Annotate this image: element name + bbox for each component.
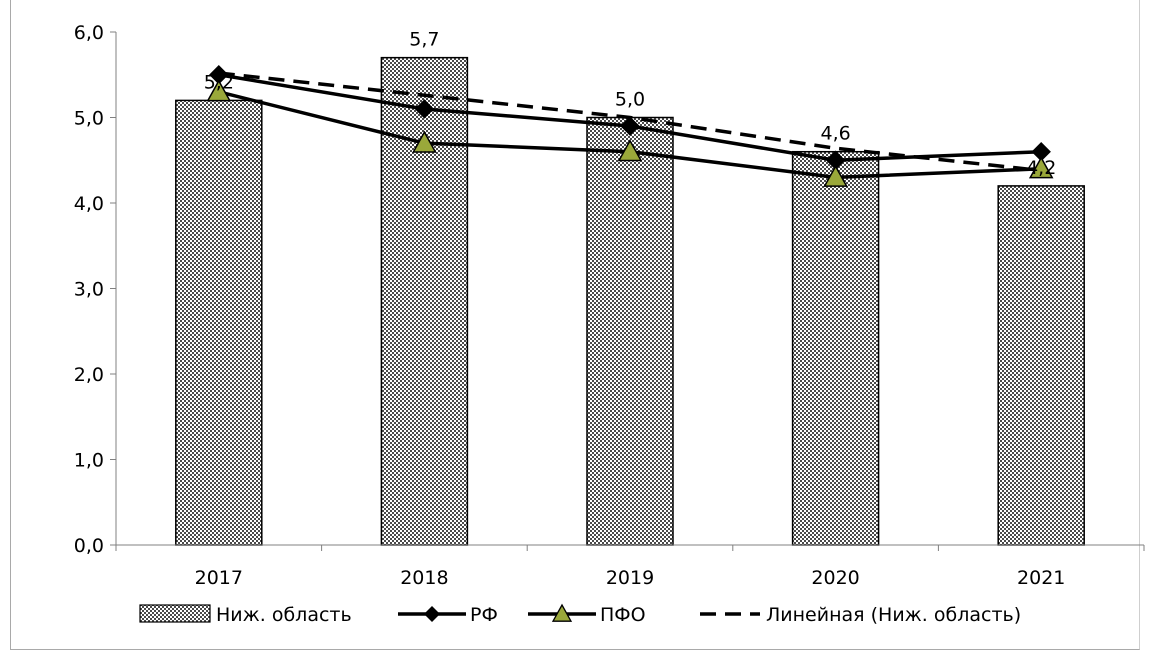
bar-data-label: 5,2 [204, 71, 234, 93]
bar-2017 [175, 99, 263, 546]
y-tick-label: 4,0 [74, 193, 104, 215]
pfo-point-2021 [1028, 156, 1054, 179]
bar-data-label: 4,6 [820, 123, 850, 145]
y-tick-label: 0,0 [74, 535, 104, 557]
bar-2021 [997, 185, 1085, 546]
legend-label-bar: Ниж. область [216, 604, 352, 626]
rf-point-2018 [414, 99, 435, 119]
legend-swatch-rf-marker [424, 606, 440, 622]
bar-data-label: 4,2 [1026, 157, 1056, 179]
bar-data-label: 5,7 [409, 29, 439, 51]
y-tick-label: 2,0 [74, 364, 104, 386]
bar-data-label: 5,0 [615, 89, 645, 111]
legend: Ниж. область РФ ПФО Линейная (Ниж. область) [139, 603, 1021, 626]
labels-group: 5,2 5,7 5,0 4,6 4,2 [204, 29, 1057, 179]
x-tick-label: 2018 [400, 567, 448, 589]
lines-group [206, 65, 1054, 187]
axes-group: 0,0 1,0 2,0 3,0 4,0 5,0 6,0 2017 2018 2019 2020 202… [74, 22, 1145, 589]
bar-2020 [791, 150, 880, 546]
legend-label-rf: РФ [470, 604, 498, 626]
x-tick-label: 2021 [1017, 567, 1065, 589]
rf-point-2019 [620, 116, 640, 136]
x-tick-label: 2017 [195, 567, 243, 589]
legend-label-pfo: ПФО [600, 604, 646, 626]
y-tick-label: 1,0 [74, 450, 104, 472]
pfo-point-2018 [412, 130, 437, 153]
y-tick-label: 3,0 [74, 279, 104, 301]
legend-swatch-pfo-marker [551, 603, 573, 622]
y-tick-label: 6,0 [74, 22, 104, 44]
pfo-point-2019 [617, 139, 643, 162]
legend-label-trendline: Линейная (Ниж. область) [766, 604, 1021, 626]
legend-swatch-bar [139, 604, 211, 623]
pfo-point-2020 [823, 164, 848, 187]
x-tick-label: 2019 [606, 567, 654, 589]
bar-2019 [586, 116, 674, 546]
x-tick-label: 2020 [811, 567, 859, 589]
y-tick-label: 5,0 [74, 108, 104, 130]
pfo-point-2017 [206, 79, 232, 102]
